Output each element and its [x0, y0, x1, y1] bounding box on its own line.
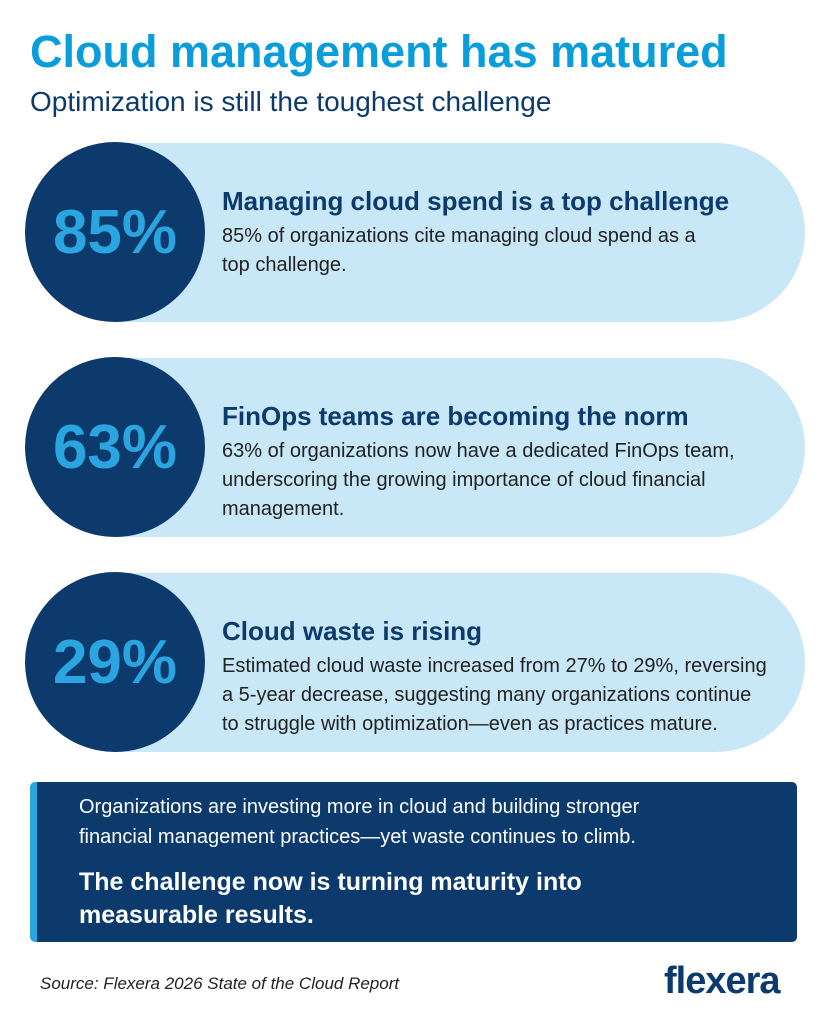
summary-emphasis: The challenge now is turning maturity in… [79, 868, 582, 896]
card-body: a 5-year decrease, suggesting many organ… [222, 684, 752, 706]
summary-text: financial management practices—yet waste… [79, 826, 636, 848]
card-body: Estimated cloud waste increased from 27%… [222, 655, 767, 677]
card-heading: FinOps teams are becoming the norm [222, 401, 689, 431]
summary-emphasis: measurable results. [79, 901, 314, 929]
subtitle: Optimization is still the toughest chall… [30, 86, 552, 117]
card-heading: Managing cloud spend is a top challenge [222, 186, 730, 216]
summary-box: Organizations are investing more in clou… [30, 782, 797, 942]
card-body: to struggle with optimization—even as pr… [222, 713, 718, 735]
card-body: 85% of organizations cite managing cloud… [222, 225, 696, 247]
stat-circle: 63% [25, 357, 205, 537]
logo: flexera [664, 960, 781, 1002]
title: Cloud management has matured [30, 26, 728, 77]
summary-text: Organizations are investing more in clou… [79, 796, 640, 818]
card-body: management. [222, 498, 345, 520]
card-body: underscoring the growing importance of c… [222, 469, 706, 491]
card-body: 63% of organizations now have a dedicate… [222, 440, 735, 462]
card-heading: Cloud waste is rising [222, 616, 483, 646]
card-body: top challenge. [222, 254, 347, 276]
source: Source: Flexera 2026 State of the Cloud … [40, 974, 400, 993]
stat-circle: 29% [25, 572, 205, 752]
stat-circle: 85% [25, 142, 205, 322]
